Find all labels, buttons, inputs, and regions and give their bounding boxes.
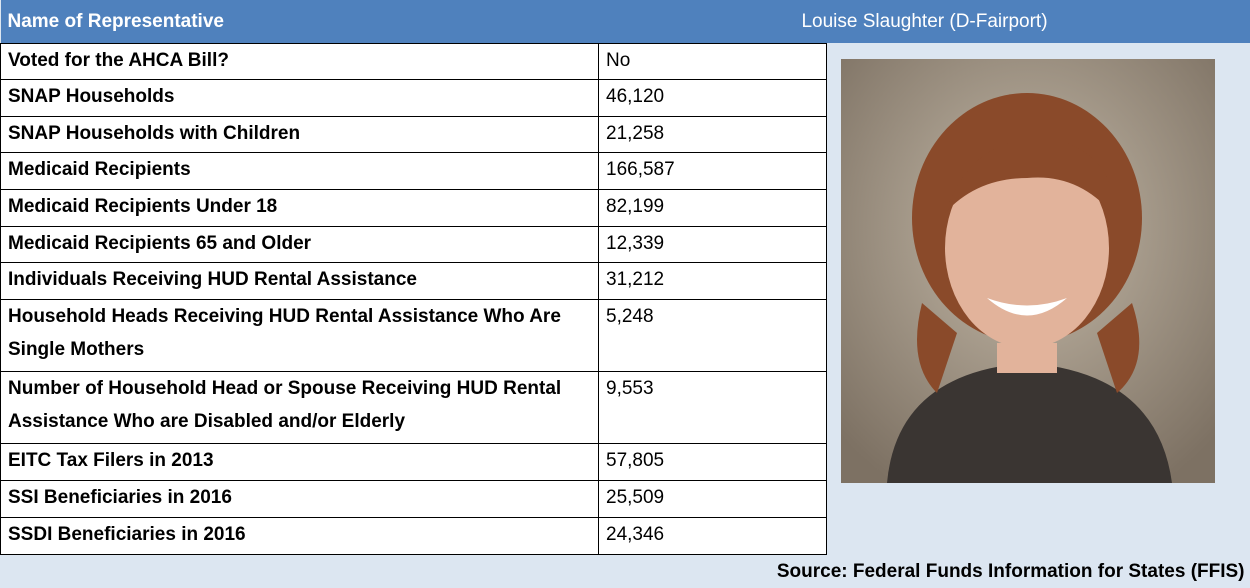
table-row: Voted for the AHCA Bill?No	[1, 43, 1250, 80]
row-value: No	[599, 43, 827, 80]
row-label: SSI Beneficiaries in 2016	[1, 481, 599, 518]
row-label: Individuals Receiving HUD Rental Assista…	[1, 263, 599, 300]
portrait	[827, 43, 1250, 543]
row-value: 46,120	[599, 80, 827, 117]
row-value: 166,587	[599, 153, 827, 190]
row-value: 24,346	[599, 517, 827, 554]
row-label: EITC Tax Filers in 2013	[1, 444, 599, 481]
row-label: Voted for the AHCA Bill?	[1, 43, 599, 80]
row-value: 12,339	[599, 226, 827, 263]
row-label: SNAP Households	[1, 80, 599, 117]
row-value: 57,805	[599, 444, 827, 481]
row-label: SNAP Households with Children	[1, 116, 599, 153]
photo-cell	[827, 43, 1250, 554]
row-value: 82,199	[599, 190, 827, 227]
row-label: Number of Household Head or Spouse Recei…	[1, 372, 599, 444]
row-label: SSDI Beneficiaries in 2016	[1, 517, 599, 554]
page: Name of Representative Louise Slaughter …	[0, 0, 1250, 575]
row-value: 9,553	[599, 372, 827, 444]
row-value: 5,248	[599, 299, 827, 371]
row-value: 25,509	[599, 481, 827, 518]
info-table: Name of Representative Louise Slaughter …	[0, 0, 1250, 588]
row-label: Medicaid Recipients 65 and Older	[1, 226, 599, 263]
row-label: Medicaid Recipients Under 18	[1, 190, 599, 227]
row-label: Household Heads Receiving HUD Rental Ass…	[1, 299, 599, 371]
representative-name: Louise Slaughter (D-Fairport)	[599, 0, 1250, 43]
row-label: Medicaid Recipients	[1, 153, 599, 190]
row-value: 21,258	[599, 116, 827, 153]
source: Source: Federal Funds Information for St…	[1, 554, 1250, 588]
header-row: Name of Representative Louise Slaughter …	[1, 0, 1250, 43]
row-value: 31,212	[599, 263, 827, 300]
source-row: Source: Federal Funds Information for St…	[1, 554, 1250, 588]
header-title: Name of Representative	[1, 0, 599, 43]
